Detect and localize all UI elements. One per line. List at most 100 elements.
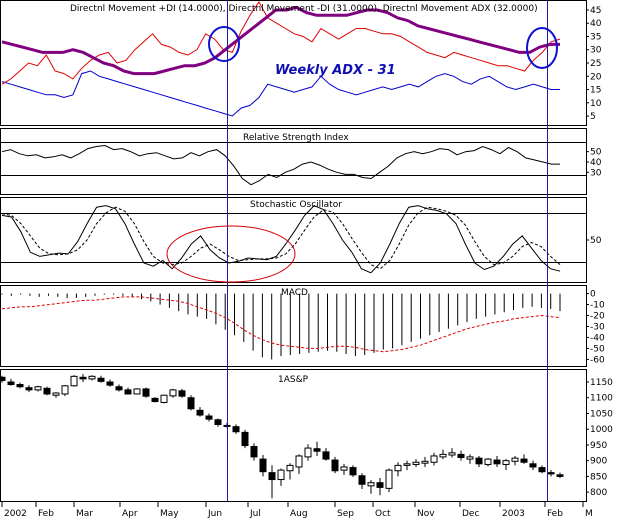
y-axis-labels: 51015202530354045304050500-10-20-30-40-5… xyxy=(586,6,613,498)
stochastic-panel-frame xyxy=(0,197,587,283)
sp500-title: 1AS&P xyxy=(278,375,309,385)
candle-body xyxy=(430,455,438,463)
candle-body xyxy=(403,463,411,466)
sp500-tick-label: 1050 xyxy=(590,409,613,419)
candle-body xyxy=(268,472,276,481)
x-tick-label: Apr xyxy=(122,509,138,519)
candle-body xyxy=(457,453,465,459)
candle-body xyxy=(421,460,429,464)
candle-body xyxy=(196,409,204,416)
dmi-tick-label: 45 xyxy=(590,6,601,16)
candle-body xyxy=(385,469,393,489)
candle-body xyxy=(511,457,519,462)
x-axis-labels: 2002 Feb Mar Apr May Jun Jul Aug Sep Oct Nov Dec 200… xyxy=(1,502,593,519)
stochastic-d-line xyxy=(1,206,561,270)
candle-body xyxy=(97,377,105,382)
highlight-ellipse-stochastic xyxy=(166,225,296,283)
highlight-ellipse-adx-2 xyxy=(526,27,558,69)
candle-body xyxy=(259,458,267,473)
candle-body xyxy=(475,457,483,465)
macd-plot xyxy=(1,293,561,360)
candle-body xyxy=(70,375,78,387)
sp500-tick-label: 950 xyxy=(590,441,607,451)
candle-body xyxy=(124,389,132,395)
candle-body xyxy=(295,455,303,468)
stochastic-plot xyxy=(1,205,561,274)
candle-body xyxy=(439,453,447,458)
candle-body xyxy=(493,459,501,465)
candle-body xyxy=(61,385,69,395)
candle-body xyxy=(556,474,564,477)
macd-title: MACD xyxy=(281,288,308,298)
sp500-tick-label: 900 xyxy=(590,457,607,467)
candle-body xyxy=(43,387,51,395)
dmi-tick-label: 20 xyxy=(590,72,602,82)
sp500-panel-frame xyxy=(0,369,587,502)
candle-body xyxy=(142,388,150,397)
candle-body xyxy=(502,460,510,465)
dmi-tick-label: 30 xyxy=(590,46,602,56)
sp500-plot xyxy=(0,374,564,499)
candle-body xyxy=(484,458,492,465)
candle-body xyxy=(7,381,15,386)
dmi-tick-label: 10 xyxy=(590,99,602,109)
rsi-tick-label: 50 xyxy=(590,148,602,158)
candle-body xyxy=(16,384,24,388)
candle-body xyxy=(52,392,60,396)
reference-lines xyxy=(0,142,586,263)
x-tick-label: Jul xyxy=(249,509,261,519)
candle-body xyxy=(25,387,33,391)
dmi-plot xyxy=(1,1,561,117)
rsi-title: Relative Strength Index xyxy=(243,133,349,143)
macd-tick-label: -50 xyxy=(590,344,605,354)
rsi-plot xyxy=(1,144,560,186)
candle-body xyxy=(529,463,537,468)
candle-body xyxy=(115,386,123,391)
candle-body xyxy=(79,376,87,380)
dmi-series-line-0 xyxy=(1,70,560,117)
candle-body xyxy=(340,466,348,471)
macd-tick-label: 0 xyxy=(590,290,596,300)
candle-body xyxy=(151,397,159,403)
candle-body xyxy=(367,482,375,487)
highlight-ellipse-adx-1 xyxy=(208,26,240,62)
sp500-tick-label: 1000 xyxy=(590,425,613,435)
candle-body xyxy=(187,397,195,410)
rsi-line xyxy=(1,144,560,186)
candle-body xyxy=(214,419,222,425)
dmi-tick-label: 35 xyxy=(590,32,601,42)
macd-tick-label: -20 xyxy=(590,312,605,322)
x-tick-label: Feb xyxy=(547,509,563,519)
candle-body xyxy=(133,388,141,395)
candle-body xyxy=(277,469,285,481)
weekly-adx-annotation: Weekly ADX - 31 xyxy=(275,63,396,78)
candle-body xyxy=(88,375,96,380)
candle-body xyxy=(394,464,402,472)
x-tick-label: M xyxy=(585,509,593,519)
macd-tick-label: -10 xyxy=(590,301,605,311)
candle-body xyxy=(466,456,474,460)
x-tick-label: Jun xyxy=(207,509,222,519)
candle-body xyxy=(358,475,366,485)
candle-body xyxy=(547,472,555,475)
candle-body xyxy=(349,467,357,476)
dmi-tick-label: 25 xyxy=(590,59,601,69)
candle-body xyxy=(331,459,339,472)
candle-body xyxy=(0,376,6,381)
macd-tick-label: -40 xyxy=(590,333,605,343)
stochastic-title: Stochastic Oscillator xyxy=(250,200,342,210)
candle-body xyxy=(376,482,384,488)
sp500-tick-label: 850 xyxy=(590,472,607,482)
x-tick-label: Feb xyxy=(38,509,54,519)
candle-body xyxy=(160,394,168,403)
dmi-title: Directnl Movement +DI (14.0000), Directn… xyxy=(70,4,538,14)
candle-body xyxy=(520,458,528,463)
candle-body xyxy=(322,451,330,460)
x-tick-label: 2003 xyxy=(502,509,525,519)
x-tick-label: Sep xyxy=(337,509,354,519)
x-tick-label: 2002 xyxy=(4,509,27,519)
candle-body xyxy=(448,452,456,456)
sp500-tick-label: 1100 xyxy=(590,394,613,404)
dmi-tick-label: 15 xyxy=(590,86,601,96)
